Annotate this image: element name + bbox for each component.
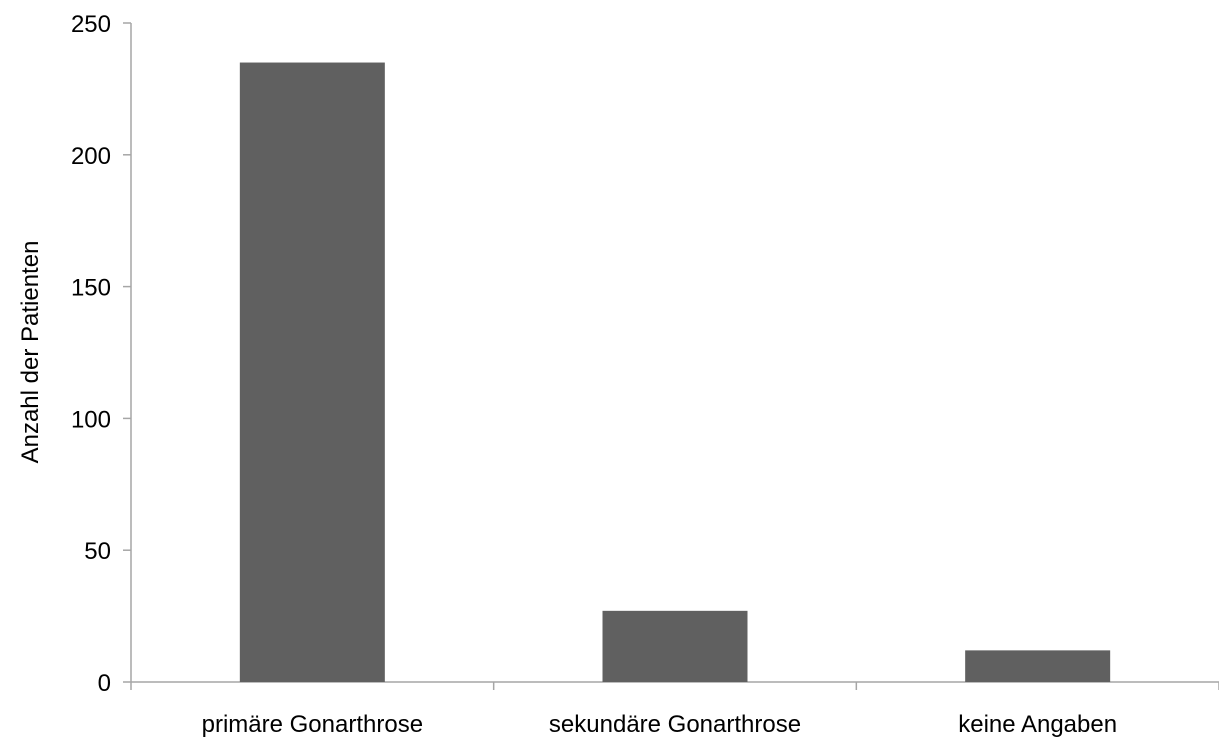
bar (239, 62, 385, 683)
y-ticks: 0 50 100 150 200 250 (71, 11, 131, 697)
x-ticks: primäre Gonarthrose sekundäre Gonarthrose… (130, 682, 1219, 738)
y-axis-label-group: Anzahl der Patienten (17, 241, 44, 464)
bar (965, 650, 1111, 682)
y-tick-label: 200 (71, 143, 111, 170)
y-tick-label: 100 (71, 406, 111, 433)
x-tick-label: sekundäre Gonarthrose (549, 711, 801, 738)
y-tick-label: 0 (98, 670, 111, 697)
x-tick-label: primäre Gonarthrose (202, 711, 423, 738)
bar (602, 610, 748, 682)
x-tick-label: keine Angaben (958, 711, 1117, 738)
bars (239, 62, 1111, 683)
y-tick-label: 250 (71, 11, 111, 38)
y-axis-label: Anzahl der Patienten (17, 241, 44, 464)
y-tick-label: 150 (71, 275, 111, 302)
y-tick-label: 50 (84, 538, 111, 565)
